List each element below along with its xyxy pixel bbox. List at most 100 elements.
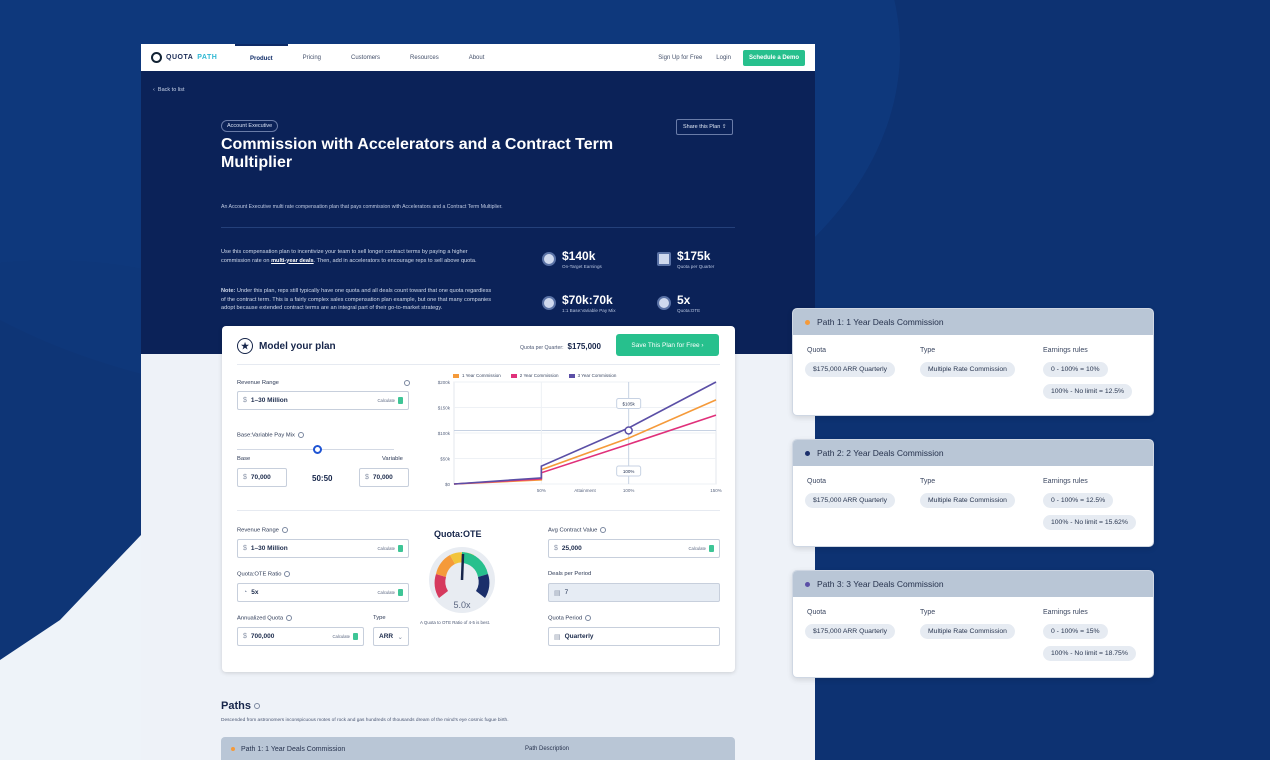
path-card-1: Path 1: 1 Year Deals Commission Quota Type… [792, 308, 1154, 416]
gauge-segment-best [462, 552, 488, 577]
save-plan-button[interactable]: Save This Plan for Free › [616, 334, 719, 356]
revenue-range2-input[interactable]: $1–30 Million Calculate [237, 539, 409, 558]
plan-description: Use this compensation plan to incentiviz… [221, 249, 477, 264]
pay-mix-slider-handle[interactable] [313, 445, 322, 454]
base-input[interactable]: $70,000 [237, 468, 287, 487]
logo[interactable]: QUOTA PATH [151, 52, 235, 63]
crosshair-point [624, 426, 633, 435]
quota-period-select[interactable]: ▤ Quarterly [548, 627, 720, 646]
stat-quota: $175k Quota per Quarter [657, 249, 714, 269]
annotation-x: 100% [623, 469, 635, 474]
deals-label: Deals per Period [548, 571, 592, 577]
rules-heading: Earnings rules [1043, 347, 1088, 354]
calculator-icon[interactable] [709, 545, 714, 552]
path-dot [805, 450, 810, 456]
info-icon[interactable] [281, 527, 288, 533]
separator [237, 510, 720, 511]
gauge-note: A Quota to OTE Ratio of 4-5 is best. [420, 620, 491, 625]
calculator-icon[interactable] [398, 589, 403, 596]
acv-label: Avg Contract Value [548, 527, 607, 534]
share-icon: ⇪ [721, 124, 727, 130]
quota-ote-gauge: 5.0x [429, 547, 495, 613]
nav-customers[interactable]: Customers [351, 54, 381, 61]
y-tick-label: $200k [438, 380, 451, 385]
rule-pill: 100% - No limit = 18.75% [1043, 646, 1136, 661]
quota-period-label: Quota Period [548, 615, 592, 622]
type-pill: Multiple Rate Commission [920, 362, 1015, 377]
type-select[interactable]: ARR ⌄ [373, 627, 409, 646]
chevron-left-icon: ‹ [153, 87, 155, 93]
login-link[interactable]: Login [716, 54, 731, 61]
quota-pill: $175,000 ARR Quarterly [805, 362, 896, 377]
hero-divider [221, 227, 735, 228]
info-icon[interactable] [600, 527, 607, 533]
quota-heading: Quota [807, 347, 827, 354]
share-button[interactable]: Share this Plan ⇪ [676, 119, 734, 135]
stat-ote: $140k On-Target Earnings [542, 249, 602, 269]
signup-link[interactable]: Sign Up for Free [658, 54, 703, 61]
x-tick-label: Attainment [574, 488, 596, 493]
quota-pill: $175,000 ARR Quarterly [805, 624, 896, 639]
x-tick-label: 150% [710, 488, 722, 493]
back-link[interactable]: ‹ Back to list [153, 87, 185, 93]
calculator-icon[interactable] [353, 633, 358, 640]
nav-resources[interactable]: Resources [410, 54, 439, 61]
type-heading: Type [920, 478, 936, 485]
deals-input: ▤ 7 [548, 583, 720, 602]
annualized-quota-label: Annualized Quota [237, 615, 293, 622]
info-icon[interactable] [404, 380, 410, 386]
path-card-3: Path 3: 3 Year Deals Commission Quota Type… [792, 570, 1154, 678]
annualized-quota-input[interactable]: $700,000 Calculate [237, 627, 364, 646]
quota-heading: Quota [807, 478, 827, 485]
star-icon: ★ [237, 338, 253, 354]
pay-mix-ratio: 50:50 [312, 474, 333, 483]
annotation-box-y [616, 397, 642, 409]
type-label: Type [373, 615, 386, 621]
info-icon[interactable] [297, 432, 304, 438]
chevron-right-icon: › [701, 341, 704, 349]
acv-input[interactable]: $25,000 Calculate [548, 539, 720, 558]
nav-about[interactable]: About [468, 54, 485, 61]
calculator-icon[interactable] [398, 545, 403, 552]
nav-pricing[interactable]: Pricing [302, 54, 322, 61]
legend-1-year: 1 Year Commission [453, 373, 501, 378]
commission-chart: $200k $150k $100k $50k $0 50% Attainment 100% 15… [438, 380, 722, 493]
paths-subtitle: Descended from astronomers inconspicuous… [221, 718, 509, 723]
separator [237, 364, 720, 365]
revenue-range-input[interactable]: $1–30 Million Calculate [237, 391, 409, 410]
info-icon[interactable] [585, 615, 592, 621]
info-icon[interactable] [286, 615, 293, 621]
website-frame: QUOTA PATH Product Pricing Customers Reso… [141, 44, 815, 760]
quota-pill: $175,000 ARR Quarterly [805, 493, 896, 508]
path-card-header: Path 1: 1 Year Deals Commission [793, 309, 1153, 335]
y-tick-label: $0 [445, 482, 451, 487]
variable-input[interactable]: $70,000 [359, 468, 409, 487]
info-icon[interactable] [253, 703, 260, 710]
page-title: Commission with Accelerators and a Contr… [221, 136, 614, 171]
info-icon[interactable] [284, 571, 291, 577]
annotation-box-x [616, 465, 642, 477]
calculator-icon[interactable] [398, 397, 403, 404]
rule-pill: 0 - 100% = 15% [1043, 624, 1108, 639]
chart-legend: 1 Year Commission 2 Year Commission 3 Ye… [453, 373, 616, 378]
gauge-needle [460, 553, 465, 581]
rule-pill: 0 - 100% = 10% [1043, 362, 1108, 377]
type-pill: Multiple Rate Commission [920, 493, 1015, 508]
calendar-icon: ▤ [554, 589, 561, 597]
base-label: Base [237, 456, 251, 462]
nav-product[interactable]: Product [235, 44, 288, 71]
gauge-title: Quota:OTE [434, 529, 482, 539]
y-tick-label: $100k [438, 431, 451, 436]
gauge-icon [657, 296, 671, 310]
multi-year-link[interactable]: multi-year deals [271, 257, 314, 264]
y-tick-label: $150k [438, 406, 451, 411]
gauge-segment-mid [436, 555, 455, 577]
schedule-demo-button[interactable]: Schedule a Demo [742, 49, 805, 66]
role-tag: Account Executive [221, 120, 279, 132]
gauge-segment-low [434, 574, 448, 598]
path-card-header: Path 2: 2 Year Deals Commission [793, 440, 1153, 466]
logo-icon [151, 52, 162, 63]
path-1-row[interactable]: Path 1: 1 Year Deals Commission Path Des… [221, 737, 735, 760]
paths-title: Paths [221, 700, 260, 712]
quota-ote-ratio-input[interactable]: ◔ 5x Calculate [237, 583, 409, 602]
